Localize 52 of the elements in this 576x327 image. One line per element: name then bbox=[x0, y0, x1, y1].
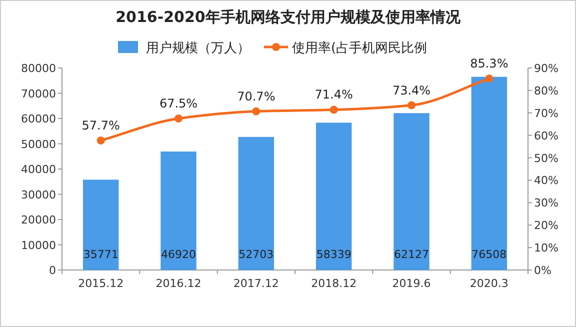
data-label: 52703 bbox=[238, 248, 274, 261]
y2-tick-label: 80% bbox=[534, 84, 558, 98]
title: 2016-2020年手机网络支付用户规模及使用率情况 bbox=[116, 8, 460, 26]
x-tick-label: 2019.6 bbox=[392, 277, 431, 290]
y2-tick-label: 10% bbox=[534, 242, 558, 255]
y2-tick-label: 30% bbox=[534, 196, 558, 210]
data-label: 85.3% bbox=[470, 56, 508, 71]
y2-tick-label: 50% bbox=[534, 152, 558, 165]
y2-tick-label: 90% bbox=[534, 62, 558, 75]
point bbox=[408, 101, 416, 110]
y-tick-label: 30000 bbox=[21, 188, 56, 202]
data-label: 57.7% bbox=[82, 118, 120, 132]
y-tick-label: 80000 bbox=[21, 62, 56, 75]
data-label: 58339 bbox=[316, 248, 352, 261]
bar bbox=[238, 136, 274, 270]
data-label: 71.4% bbox=[314, 88, 353, 102]
bar bbox=[82, 180, 119, 270]
y-tick-label: 20000 bbox=[21, 214, 56, 226]
legend-label: 使用率(占手机网民比例 bbox=[292, 40, 428, 56]
x-tick-label: 2020.3 bbox=[470, 277, 508, 290]
data-label: 76508 bbox=[472, 248, 507, 261]
data-label: 35771 bbox=[83, 248, 118, 261]
x-tick-label: 2017.12 bbox=[233, 277, 279, 290]
point bbox=[330, 106, 338, 114]
bar bbox=[394, 113, 430, 270]
data-label: 73.4% bbox=[392, 83, 431, 98]
point bbox=[252, 107, 260, 116]
point bbox=[485, 74, 494, 83]
point bbox=[174, 114, 182, 122]
data-label: 70.7% bbox=[237, 89, 276, 104]
x-tick-label: 2016.12 bbox=[156, 277, 202, 290]
data-label: 67.5% bbox=[159, 96, 198, 110]
y2-tick-label: 70% bbox=[534, 106, 558, 120]
point bbox=[96, 136, 105, 144]
y2-tick-label: 40% bbox=[534, 174, 558, 188]
x-tick-label: 2018.12 bbox=[311, 277, 357, 290]
y2-tick-label: 60% bbox=[534, 129, 558, 142]
y-tick-label: 70000 bbox=[21, 87, 56, 100]
data-label: 62127 bbox=[394, 248, 429, 261]
y2-tick-label: 0% bbox=[534, 264, 552, 277]
data-label: 46920 bbox=[161, 248, 196, 261]
y-tick-label: 40000 bbox=[21, 163, 56, 176]
bar bbox=[471, 76, 508, 270]
bar bbox=[160, 152, 196, 270]
y-tick-label: 50000 bbox=[21, 138, 56, 151]
y-tick-label: 10000 bbox=[21, 238, 56, 252]
bar bbox=[316, 122, 352, 270]
legend-label: 用户规模（万人） bbox=[146, 41, 250, 56]
y2-tick-label: 20% bbox=[534, 219, 558, 232]
y-tick-label: 60000 bbox=[21, 112, 56, 126]
y-tick-label: 0 bbox=[49, 264, 56, 277]
x-tick-label: 2015.12 bbox=[78, 277, 124, 290]
